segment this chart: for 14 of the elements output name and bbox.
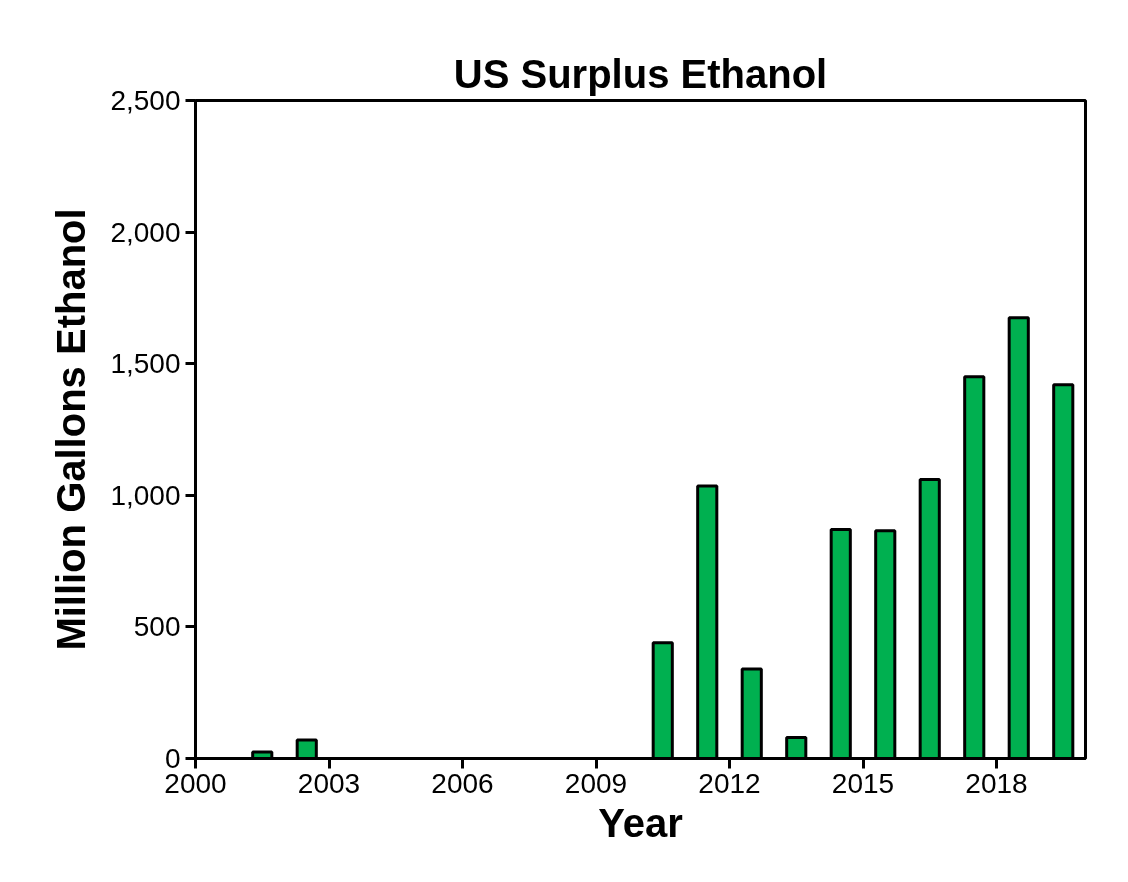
x-tick-label: 2009 <box>564 767 628 799</box>
x-tick-label: 2006 <box>431 767 494 799</box>
y-tick-label: 2,000 <box>110 216 181 248</box>
y-tick-label: 1,000 <box>110 479 181 511</box>
x-tick-label: 2018 <box>965 767 1028 799</box>
y-tick-label: 1,500 <box>110 348 181 380</box>
x-tick-label: 2015 <box>831 767 895 799</box>
x-tick-label: 2003 <box>297 767 361 799</box>
y-tick-label: 500 <box>133 611 181 643</box>
x-axis-title: Year <box>598 800 683 845</box>
y-tick-label: 2,500 <box>110 85 181 116</box>
x-tick-label: 2012 <box>698 767 761 799</box>
chart-title: US Surplus Ethanol <box>453 51 828 96</box>
y-axis-title: Million Gallons Ethanol <box>49 208 94 651</box>
